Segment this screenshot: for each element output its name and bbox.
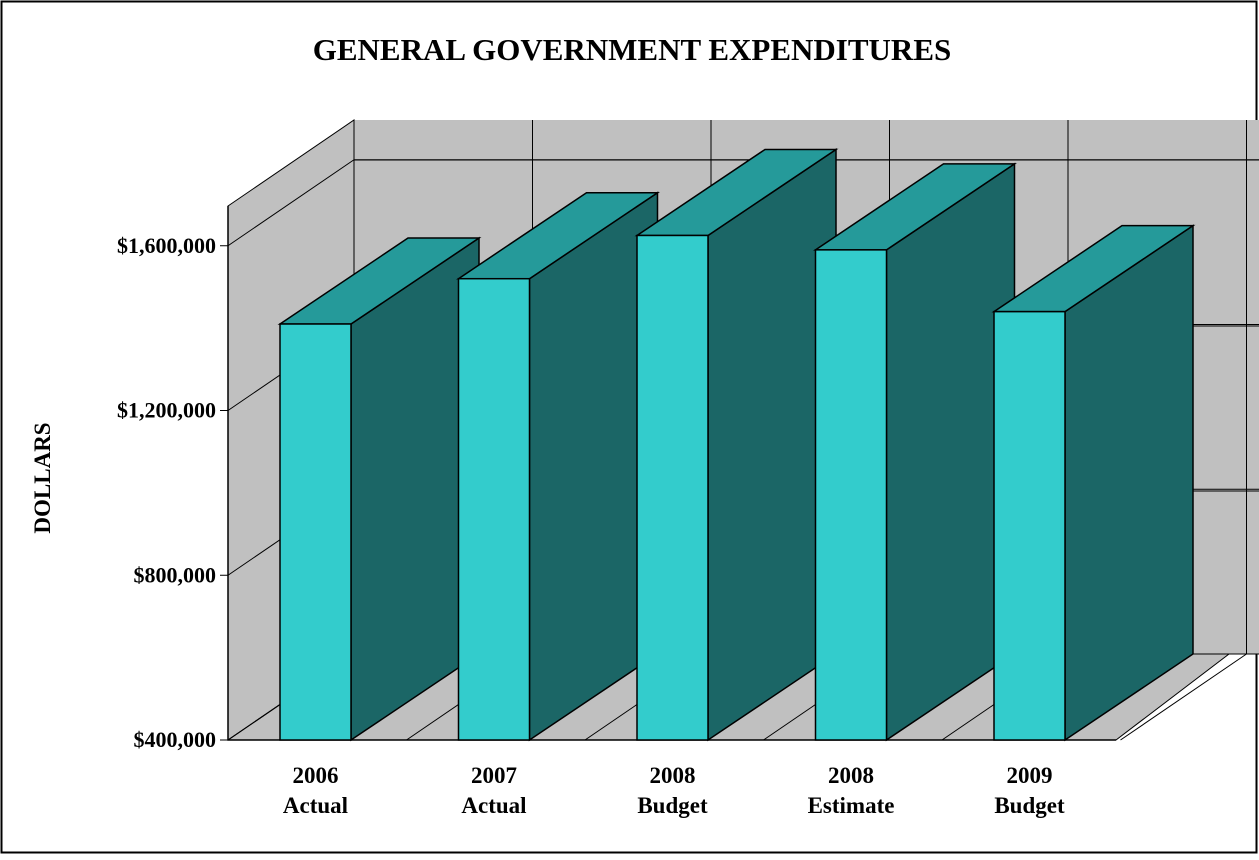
bar	[991, 224, 1196, 742]
y-tick-label: $800,000	[134, 562, 217, 587]
y-tick-label: $1,200,000	[117, 398, 216, 423]
bar	[277, 236, 482, 742]
floor-divider	[1120, 653, 1247, 741]
x-category-line: 2008	[650, 763, 696, 788]
chart-bars	[277, 148, 1196, 742]
x-category-line: 2009	[1007, 763, 1053, 788]
x-category-line: 2007	[471, 763, 517, 788]
bar-front	[814, 249, 888, 741]
bar-front	[993, 310, 1066, 741]
bar	[456, 191, 660, 742]
x-category-label: 2006 Actual	[283, 763, 348, 818]
x-axis-categories: 2006 Actual 2007 Actual 2008 Budget 2008 Estima…	[283, 763, 1065, 818]
bar-front	[636, 234, 709, 741]
bar-front	[279, 323, 352, 741]
y-tick-label: $400,000	[134, 727, 217, 752]
x-category-line: 2006	[293, 763, 339, 788]
y-axis-label: DOLLARS	[30, 422, 55, 533]
x-category-label: 2008 Budget	[637, 763, 708, 818]
x-category-label: 2009 Budget	[994, 763, 1065, 818]
bar-side	[1064, 224, 1194, 742]
chart-title: GENERAL GOVERNMENT EXPENDITURES	[313, 32, 951, 67]
x-category-line: Budget	[637, 793, 708, 818]
x-category-label: 2008 Estimate	[808, 763, 895, 818]
x-category-line: 2008	[828, 763, 874, 788]
x-category-line: Estimate	[808, 793, 895, 818]
bar	[634, 148, 839, 742]
y-axis-ticks: $400,000 $800,000 $1,200,000 $1,600,000	[117, 233, 228, 752]
bar-front	[457, 277, 531, 741]
gridline-side	[227, 159, 355, 247]
x-category-line: Budget	[994, 793, 1065, 818]
x-category-label: 2007 Actual	[461, 763, 526, 818]
x-category-line: Actual	[283, 793, 348, 818]
x-category-line: Actual	[461, 793, 526, 818]
y-tick-label: $1,600,000	[117, 233, 216, 258]
bar	[813, 162, 1017, 742]
